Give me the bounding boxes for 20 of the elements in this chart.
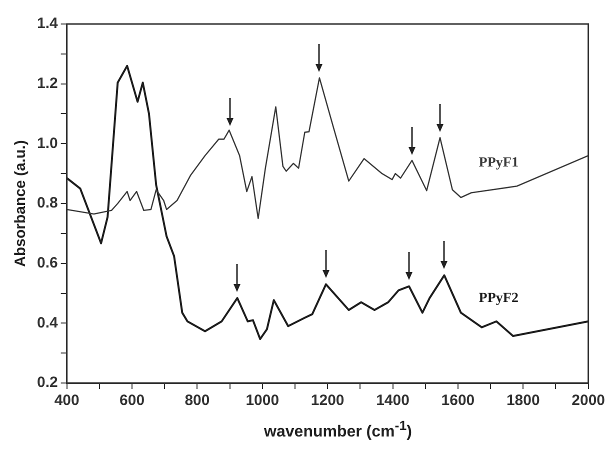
y-tick-label: 1.0 [36, 134, 58, 152]
y-tick-label: 1.2 [36, 74, 58, 92]
x-tick-label: 1000 [246, 392, 280, 410]
y-axis-title: Absorbance (a.u.) [12, 140, 30, 267]
x-tick-label: 800 [184, 392, 210, 410]
x-axis-title: wavenumber (cm$^{-1}$) [263, 418, 413, 442]
x-tick-label: 1600 [441, 392, 475, 410]
x-tick-label: 1800 [506, 392, 540, 410]
y-tick-label: 0.2 [36, 374, 58, 392]
y-tick-label: 0.4 [36, 314, 58, 332]
x-tick-label: 1200 [310, 392, 344, 410]
series-label: PPyF1 [478, 156, 518, 171]
x-tick-label: 2000 [572, 392, 606, 410]
x-tick-label: 400 [54, 392, 80, 410]
series-label: PPyF2 [478, 291, 518, 306]
x-tick-label: 600 [120, 392, 145, 410]
x-tick-label: 1400 [376, 392, 410, 410]
y-tick-label: 0.6 [36, 254, 58, 272]
y-tick-label: 0.8 [36, 194, 58, 212]
y-tick-label: 1.4 [36, 15, 58, 32]
